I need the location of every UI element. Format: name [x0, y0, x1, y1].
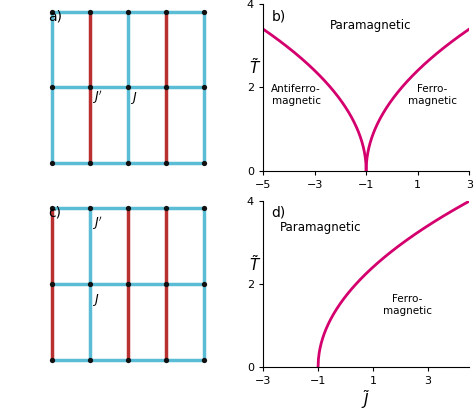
- Text: Paramagnetic: Paramagnetic: [329, 19, 411, 32]
- Text: c): c): [48, 206, 61, 220]
- Text: $J'$: $J'$: [92, 215, 103, 232]
- Text: d): d): [271, 206, 285, 220]
- Text: $\tilde{T}$: $\tilde{T}$: [249, 58, 261, 78]
- Text: Ferro-
magnetic: Ferro- magnetic: [408, 84, 456, 106]
- Text: Paramagnetic: Paramagnetic: [280, 221, 362, 234]
- Text: $J'$: $J'$: [92, 89, 103, 106]
- Text: Ferro-
magnetic: Ferro- magnetic: [383, 294, 432, 316]
- Text: b): b): [271, 9, 285, 23]
- Text: a): a): [48, 9, 62, 23]
- Text: $J$: $J$: [130, 90, 137, 106]
- Text: $J$: $J$: [92, 292, 100, 308]
- X-axis label: $\tilde{J}$: $\tilde{J}$: [361, 388, 371, 408]
- Text: $\tilde{T}$: $\tilde{T}$: [249, 254, 261, 274]
- Text: Antiferro-
magnetic: Antiferro- magnetic: [271, 84, 321, 106]
